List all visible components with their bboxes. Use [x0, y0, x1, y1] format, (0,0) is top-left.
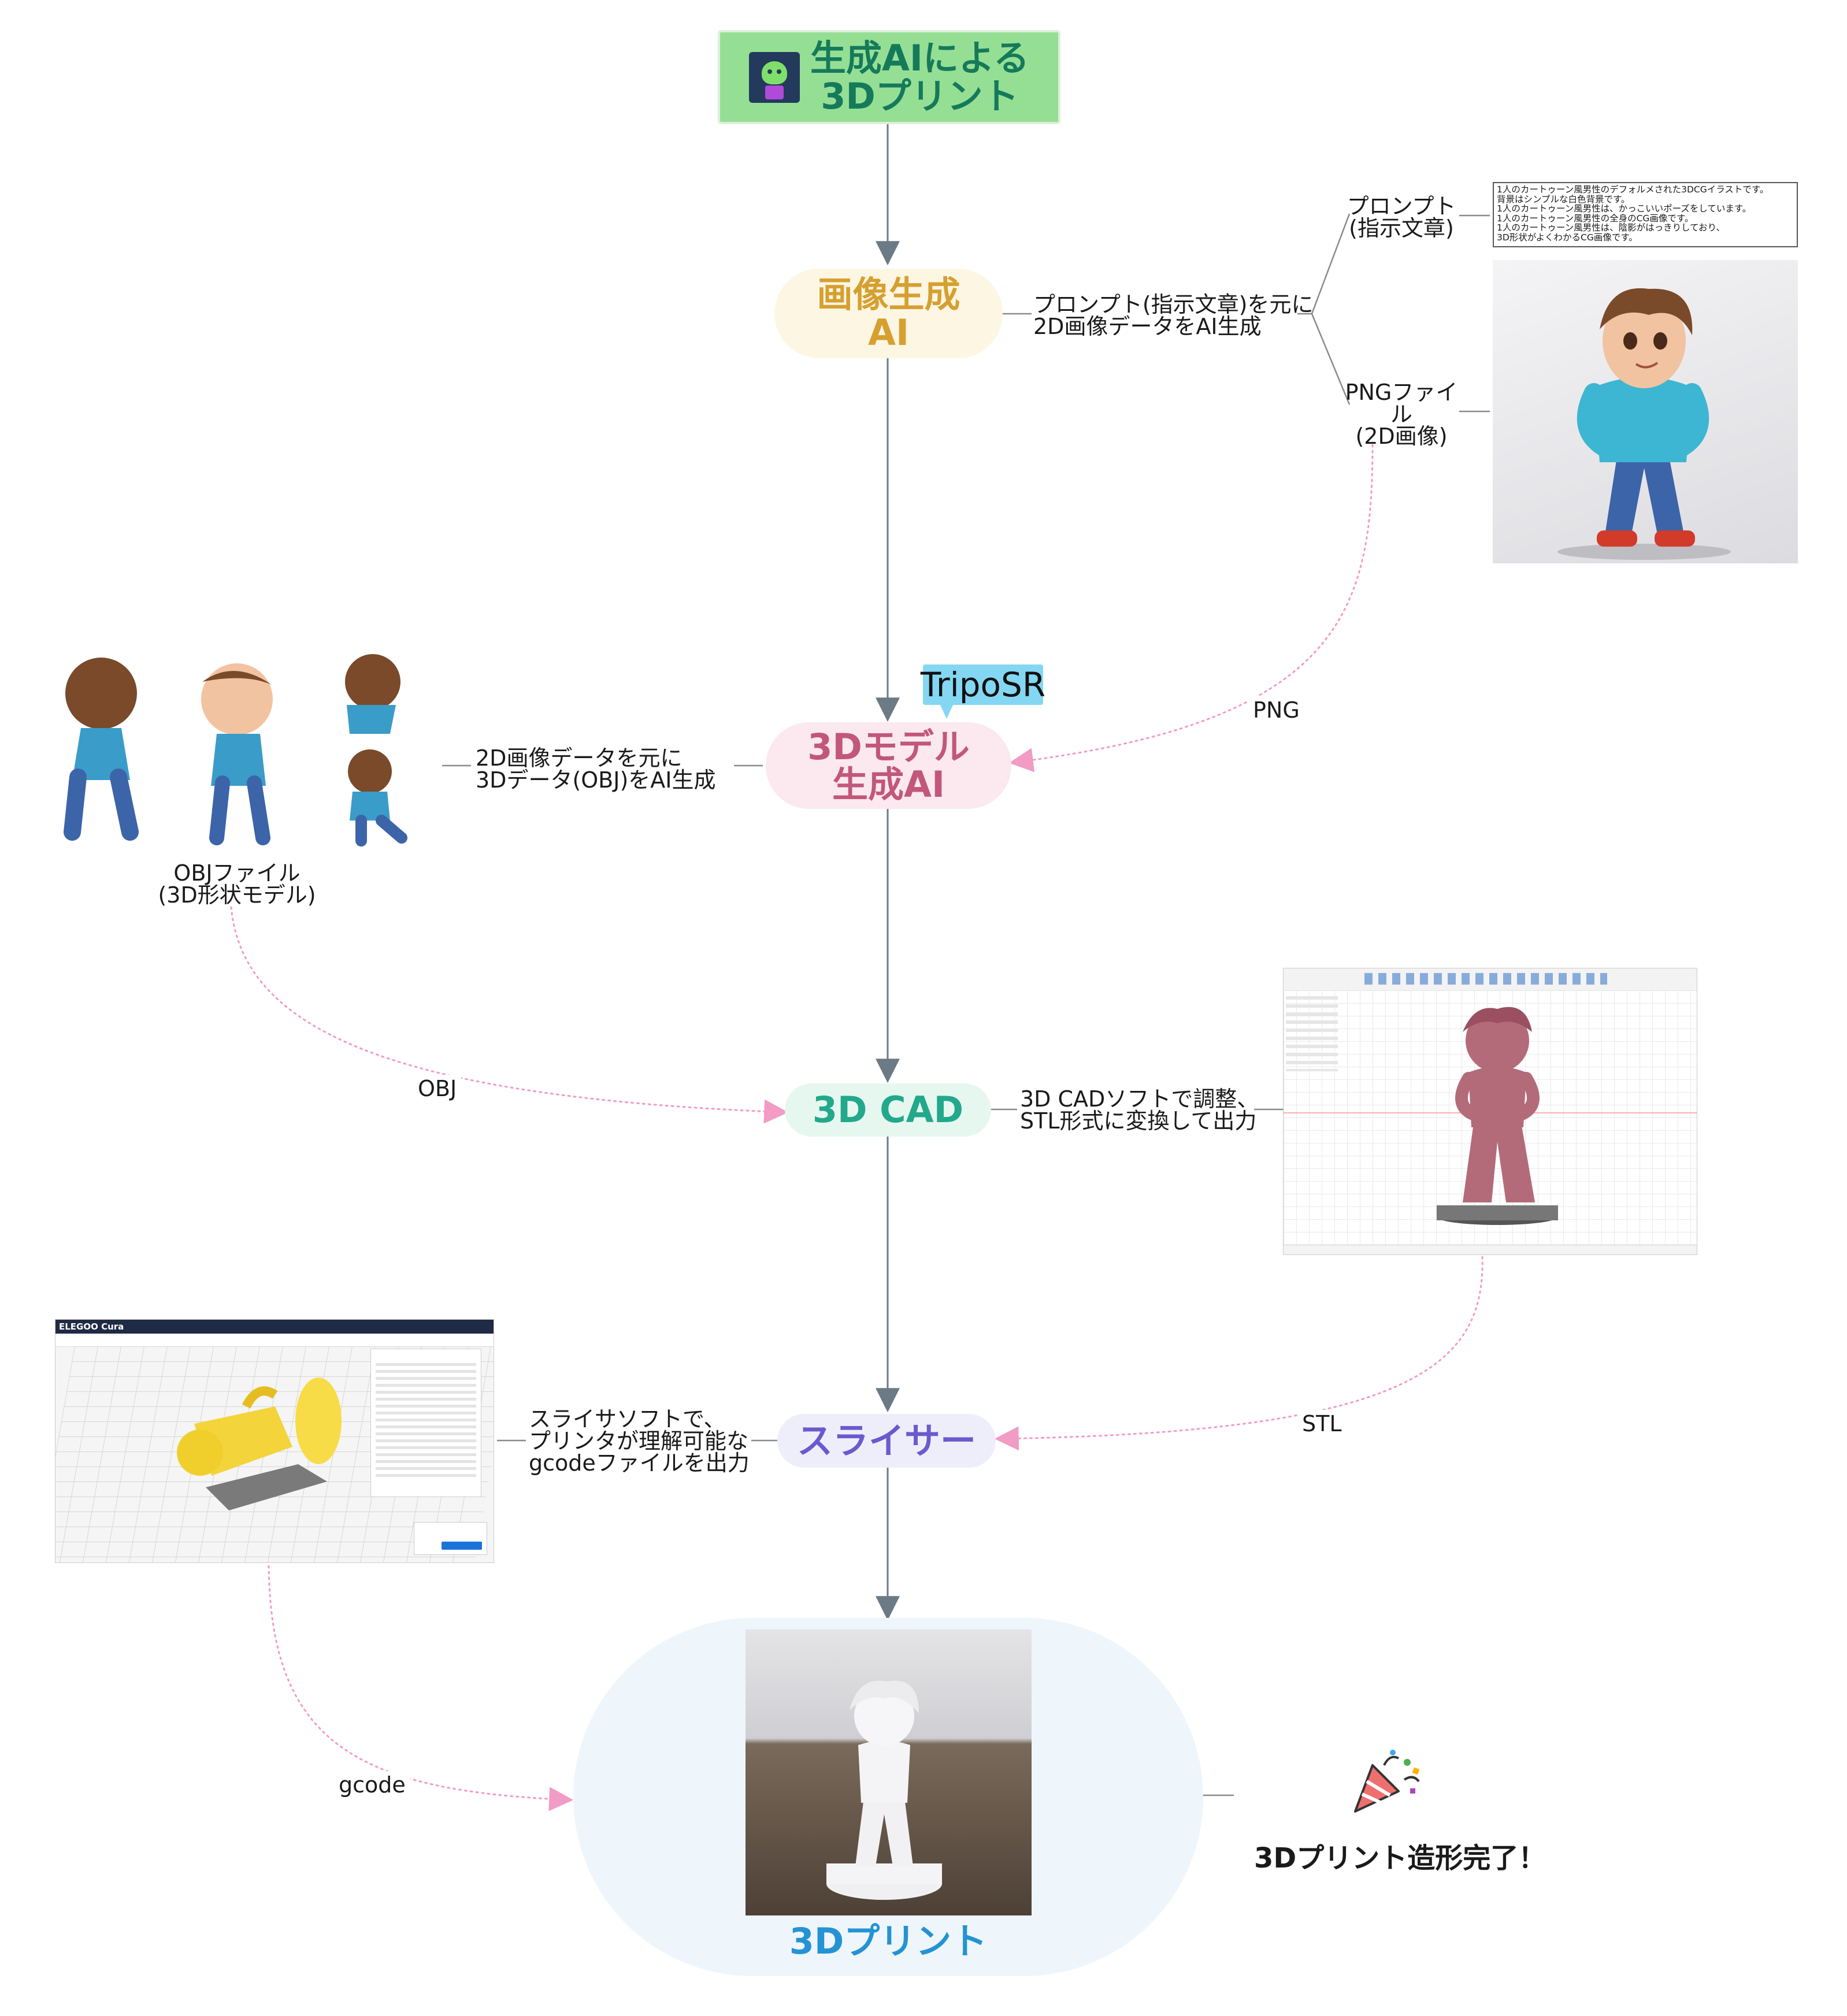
- image-gen-node[interactable]: 画像生成 AI: [774, 269, 1003, 358]
- model-gen-description: 2D画像データを元に 3Dデータ(OBJ)をAI生成: [476, 745, 716, 793]
- prompt-line: 1人のカートゥーン風男性の全身のCG画像です。: [1497, 213, 1694, 224]
- edge-obj: [230, 906, 789, 1124]
- dotted-edges: [230, 444, 1483, 1811]
- edge-stl: [994, 1256, 1483, 1451]
- final-result-text: 3Dプリント造形完了！: [1254, 1842, 1546, 1874]
- prompt-line: 3D形状がよくわかるCG画像です。: [1497, 232, 1638, 243]
- triposr-tag-pointer: [940, 704, 954, 719]
- cad-node[interactable]: 3D CAD: [785, 1083, 991, 1137]
- side-edges: [442, 213, 1490, 1796]
- obj-model-views: [49, 647, 419, 849]
- slicer-print-settings-panel: [370, 1349, 481, 1497]
- root-title-line2: 3Dプリント: [821, 75, 1019, 117]
- png-branch-label: PNGファイ ル (2D画像): [1345, 380, 1458, 449]
- slicer-output-panel: [414, 1522, 487, 1555]
- root-node[interactable]: 生成AIによる 3Dプリント: [718, 30, 1060, 124]
- slicer-description: スライサソフトで、 プリンタが理解可能な gcodeファイルを出力: [529, 1406, 750, 1476]
- prompt-line: 1人のカートゥーン風男性は、陰影がはっきりしており、: [1497, 222, 1726, 233]
- prompt-line: 1人のカートゥーン風男性は、かっこいいポーズをしています。: [1497, 203, 1752, 214]
- triposr-tag-text: TripoSR: [920, 665, 1046, 704]
- triposr-tag: TripoSR: [920, 664, 1046, 705]
- cad-software-screenshot: [1283, 968, 1697, 1255]
- image-gen-line1: 画像生成: [817, 273, 960, 316]
- edge-png: [1008, 444, 1374, 773]
- prompt-text-box: 1人のカートゥーン風男性のデフォルメされた3DCGイラストです。 背景はシンプル…: [1493, 182, 1798, 247]
- edge-label-gcode: gcode: [334, 1771, 410, 1799]
- model-view-back: [64, 658, 139, 841]
- root-title-line1: 生成AIによる: [810, 37, 1030, 80]
- model-gen-line1: 3Dモデル: [807, 725, 970, 768]
- image-gen-line2: AI: [867, 311, 910, 354]
- prompt-line: 背景はシンプルな白色背景です。: [1497, 194, 1630, 205]
- branch-fork: [1311, 213, 1351, 405]
- cad-description: 3D CADソフトで調整、 STL形式に変換して出力: [1020, 1086, 1259, 1134]
- prompt-line: 1人のカートゥーン風男性のデフォルメされた3DCGイラストです。: [1497, 184, 1769, 195]
- print-label: 3Dプリント: [747, 1918, 1030, 1965]
- edge-gcode: [268, 1559, 574, 1811]
- model-gen-line2: 生成AI: [832, 763, 945, 805]
- cad-label: 3D CAD: [812, 1089, 964, 1131]
- model-view-top: [345, 654, 400, 734]
- slicer-software-screenshot: ELEGOO Cura: [55, 1319, 494, 1563]
- image-gen-description: プロンプト(指示文章)を元に 2D画像データをAI生成: [1033, 292, 1314, 339]
- model-gen-node[interactable]: 3Dモデル 生成AI: [766, 722, 1011, 809]
- prompt-branch-label: プロンプト (指示文章): [1347, 194, 1456, 241]
- slicer-brand: ELEGOO Cura: [59, 1321, 124, 1332]
- obj-branch-label: OBJファイル (3D形状モデル): [158, 860, 316, 908]
- printed-figure-photo: [746, 1629, 1032, 1915]
- generated-character-image: [1493, 260, 1798, 563]
- model-view-front: [201, 663, 273, 845]
- slicer-label: スライサー: [796, 1419, 976, 1462]
- slicer-header-bar: ELEGOO Cura: [55, 1320, 494, 1334]
- slicer-node[interactable]: スライサー: [777, 1414, 996, 1468]
- robot-icon: [748, 51, 800, 103]
- edge-label-png: PNG: [1248, 696, 1304, 724]
- cad-ribbon: [1284, 968, 1697, 991]
- party-popper-icon: [1349, 1748, 1425, 1817]
- print-label-text: 3Dプリント: [789, 1920, 988, 1963]
- model-view-side: [348, 749, 407, 847]
- edge-label-stl: STL: [1297, 1410, 1347, 1438]
- edge-label-obj: OBJ: [413, 1075, 462, 1102]
